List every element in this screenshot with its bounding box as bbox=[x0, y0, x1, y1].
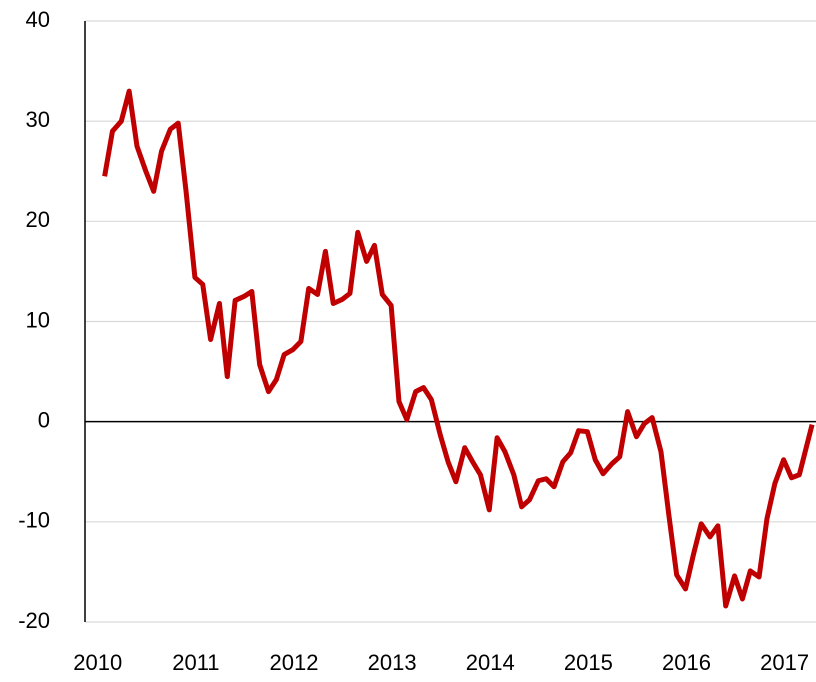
y-tick-label: 40 bbox=[26, 7, 50, 32]
y-tick-label: 0 bbox=[38, 407, 50, 432]
x-tick-label: 2011 bbox=[172, 650, 219, 675]
data-line bbox=[102, 88, 815, 609]
x-tick-label: 2015 bbox=[564, 650, 613, 675]
x-tick-label: 2012 bbox=[270, 650, 319, 675]
y-tick-label: 10 bbox=[26, 307, 50, 332]
y-tick-label: -20 bbox=[18, 608, 50, 633]
x-tick-label: 2010 bbox=[73, 650, 122, 675]
x-tick-label: 2013 bbox=[368, 650, 417, 675]
y-tick-label: 20 bbox=[26, 207, 50, 232]
y-tick-label: 30 bbox=[26, 107, 50, 132]
x-tick-label: 2016 bbox=[662, 650, 711, 675]
x-tick-label: 2014 bbox=[466, 650, 515, 675]
y-tick-label: -10 bbox=[18, 508, 50, 533]
x-tick-label: 2017 bbox=[760, 650, 809, 675]
